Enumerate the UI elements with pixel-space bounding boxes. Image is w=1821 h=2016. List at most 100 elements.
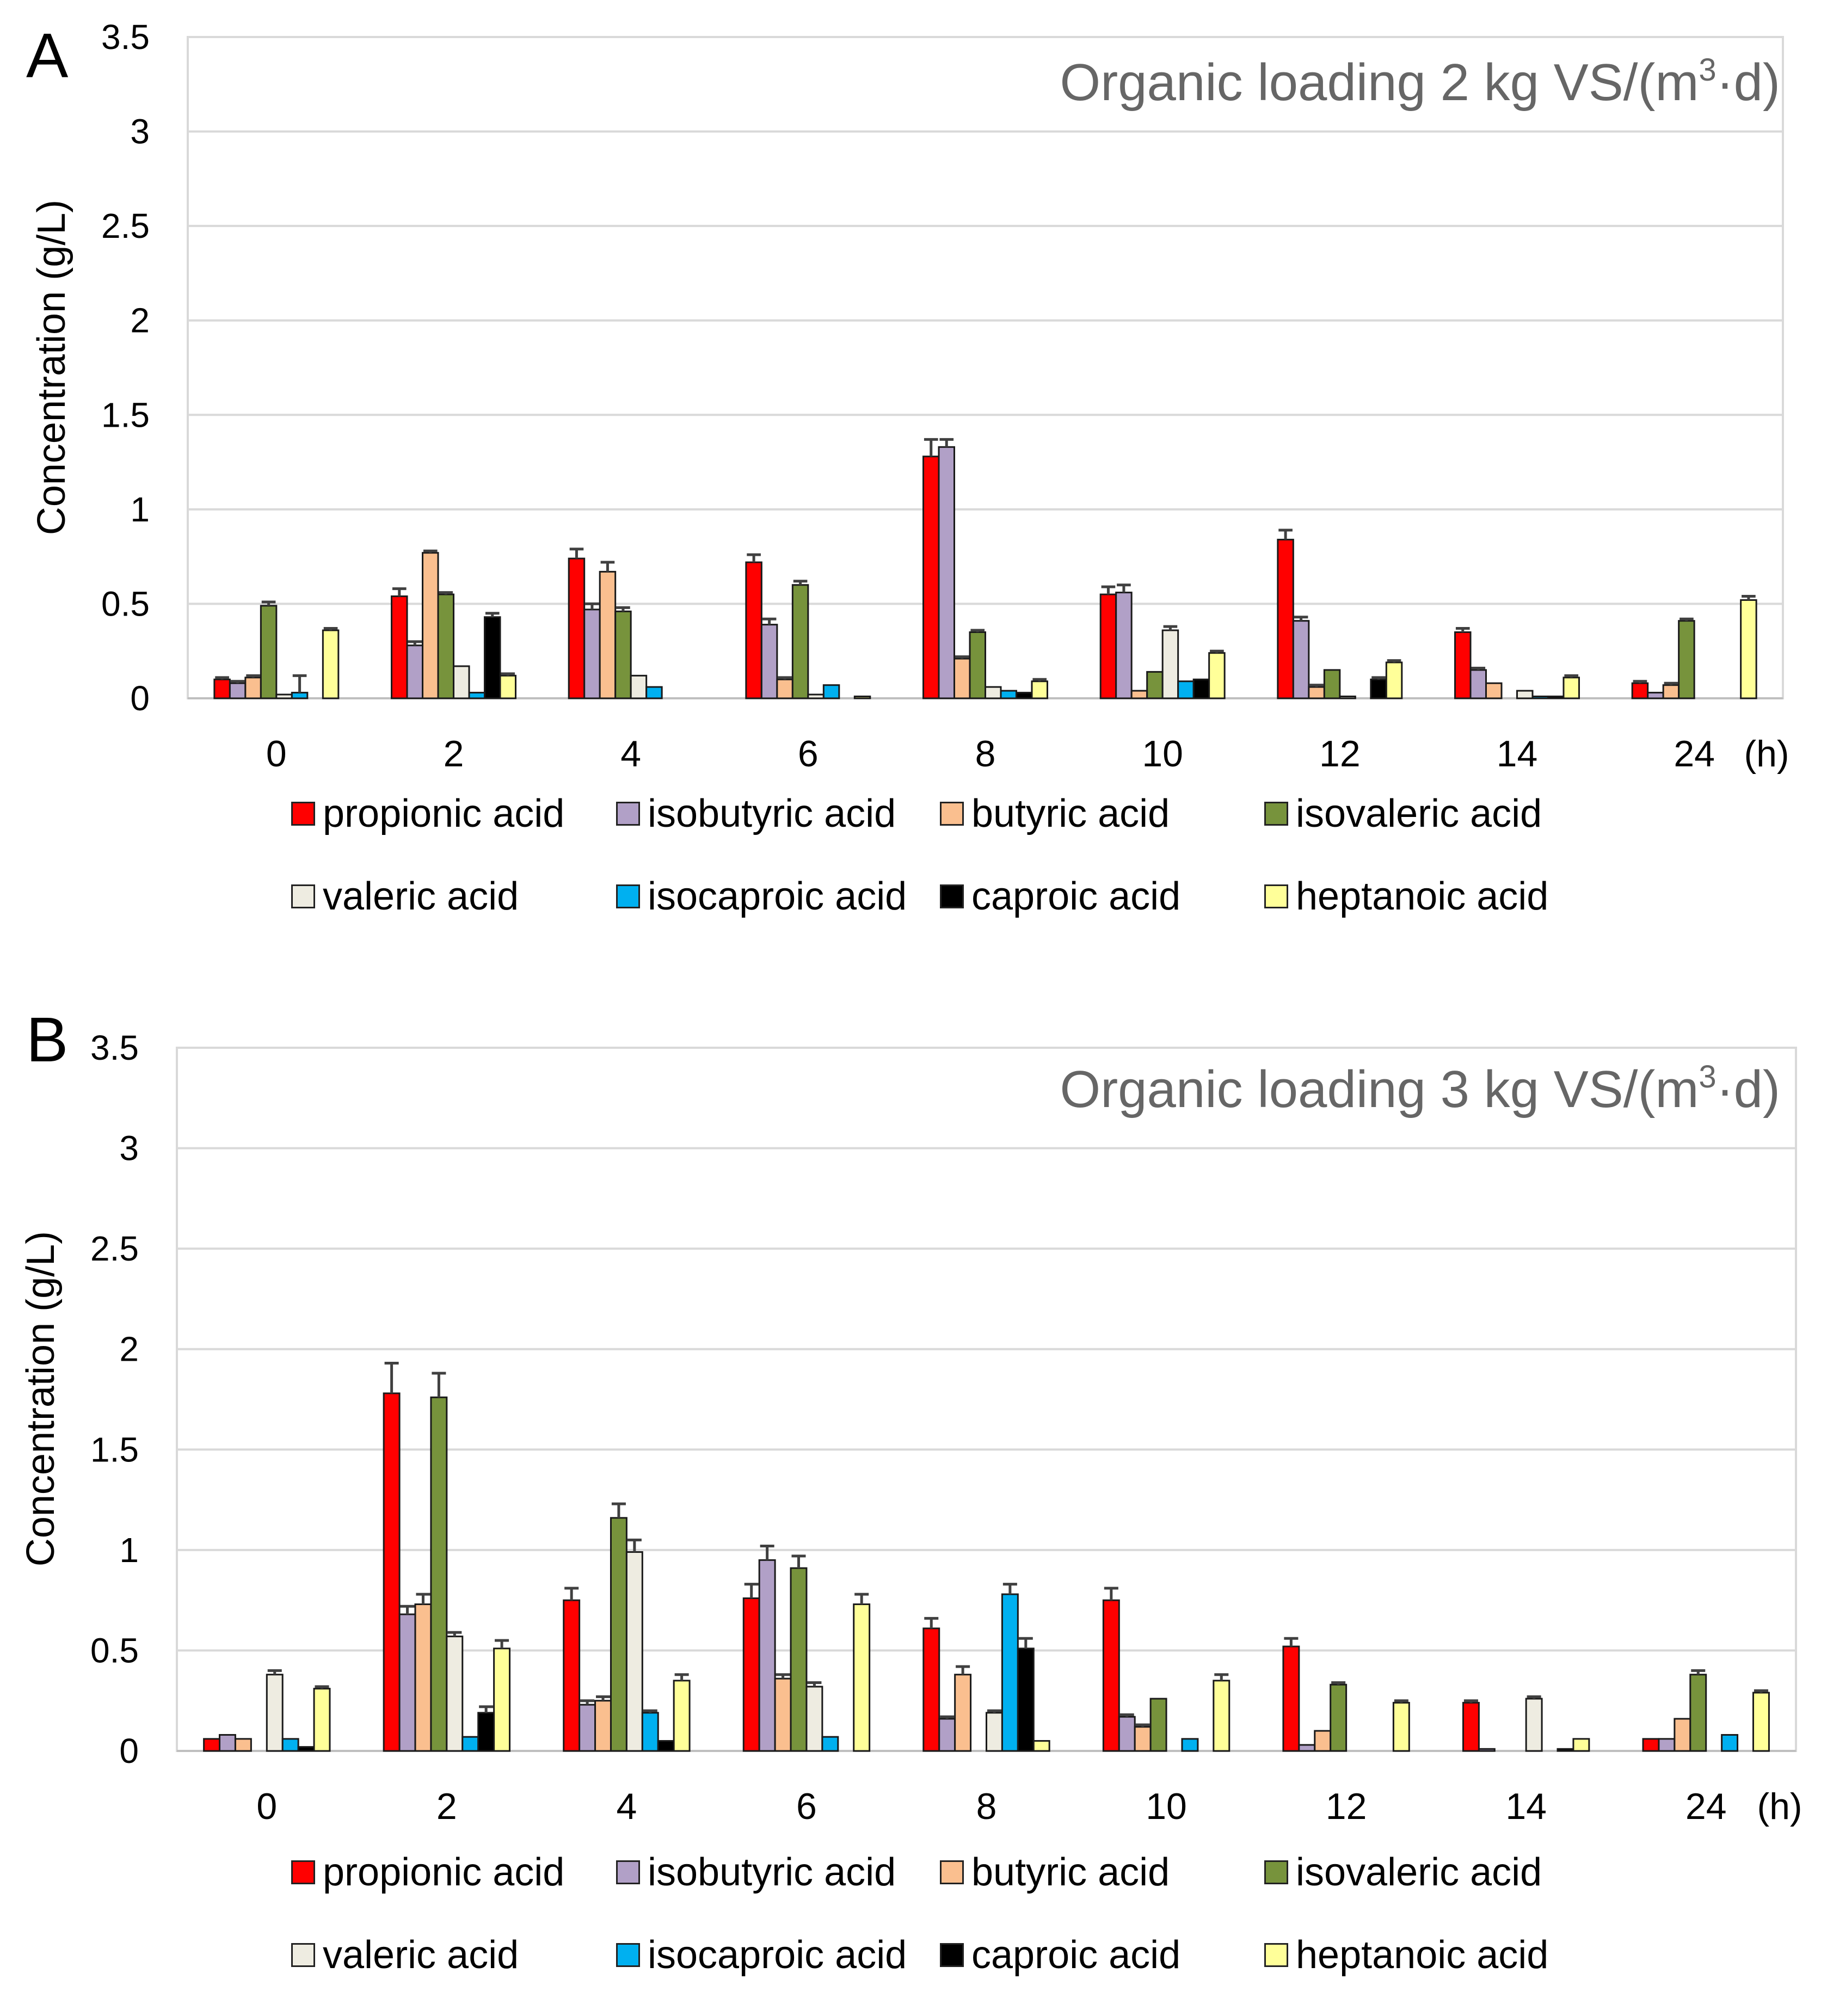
legend-swatch bbox=[616, 802, 640, 826]
bar bbox=[322, 629, 340, 699]
bar bbox=[1689, 1674, 1707, 1752]
bar bbox=[483, 616, 501, 699]
bar bbox=[422, 552, 439, 699]
legend-item-caproic: caproic acid bbox=[940, 1933, 1180, 1977]
bar bbox=[610, 1517, 627, 1752]
bar bbox=[1031, 680, 1048, 699]
bar bbox=[673, 1680, 691, 1752]
bar bbox=[922, 456, 940, 699]
bar bbox=[986, 1712, 1003, 1752]
legend-label: isobutyric acid bbox=[648, 1851, 896, 1894]
x-tick-label: 6 bbox=[796, 1786, 817, 1827]
bar bbox=[1485, 682, 1503, 699]
bar bbox=[1308, 686, 1325, 699]
bar bbox=[1547, 696, 1565, 699]
bar bbox=[1314, 1730, 1332, 1752]
bar bbox=[1115, 592, 1133, 699]
bar bbox=[1721, 1734, 1739, 1752]
bar bbox=[745, 561, 762, 699]
legend-item-isocaproic: isocaproic acid bbox=[616, 875, 907, 918]
plot-area bbox=[187, 36, 1784, 699]
legend-swatch bbox=[940, 884, 964, 908]
legend-item-heptanoic: heptanoic acid bbox=[1264, 1933, 1548, 1977]
bar bbox=[985, 686, 1002, 699]
x-tick-label: 12 bbox=[1319, 733, 1361, 775]
y-tick-label: 2 bbox=[130, 301, 150, 340]
bar bbox=[1118, 1716, 1136, 1752]
x-axis-unit-label: (h) bbox=[1744, 733, 1789, 775]
bar bbox=[244, 677, 262, 699]
bar bbox=[414, 1603, 432, 1752]
bar-chart-b: 00.511.522.533.50 2 4 6 8 10 12 14 24 (h) bbox=[90, 1028, 1802, 1827]
bar bbox=[398, 1613, 416, 1752]
y-tick-label: 2.5 bbox=[90, 1229, 139, 1268]
bar bbox=[1385, 661, 1403, 699]
bar bbox=[758, 1559, 776, 1752]
bar bbox=[1740, 599, 1757, 699]
y-tick-label: 3.5 bbox=[90, 1028, 139, 1067]
bar bbox=[297, 1746, 315, 1752]
chart-title-a: Organic loading 2 kg VS/(m3·d) bbox=[1060, 52, 1780, 112]
bar-chart-a: 00.511.522.533.50 2 4 6 8 10 12 14 24 (h) bbox=[101, 17, 1789, 775]
x-axis-unit-label: (h) bbox=[1757, 1786, 1802, 1827]
bar bbox=[760, 624, 778, 699]
bar bbox=[462, 1736, 479, 1752]
bar bbox=[625, 1551, 643, 1752]
legend-row: valeric acid isocaproic acid caproic aci… bbox=[291, 875, 1652, 957]
legend-swatch bbox=[1264, 1943, 1288, 1967]
panel-letter-a: A bbox=[26, 20, 69, 91]
y-tick-label: 0.5 bbox=[90, 1631, 139, 1670]
bar bbox=[1662, 684, 1680, 699]
legend-row: valeric acid isocaproic acid caproic aci… bbox=[291, 1933, 1652, 2016]
bar bbox=[1015, 692, 1033, 699]
y-tick-label: 0 bbox=[119, 1731, 139, 1771]
bar bbox=[234, 1738, 252, 1752]
bar bbox=[657, 1740, 675, 1752]
bar bbox=[493, 1648, 511, 1752]
bar bbox=[630, 674, 648, 699]
bar bbox=[477, 1712, 495, 1752]
legend-swatch bbox=[1264, 1860, 1288, 1884]
x-tick-label: 24 bbox=[1685, 1786, 1727, 1827]
legend-swatch bbox=[1264, 802, 1288, 826]
bar bbox=[1323, 669, 1341, 699]
y-tick-label: 3 bbox=[119, 1129, 139, 1168]
bar bbox=[499, 674, 516, 699]
bar bbox=[1298, 1744, 1316, 1752]
bar bbox=[953, 657, 971, 699]
y-tick-label: 1 bbox=[130, 490, 150, 529]
bar bbox=[430, 1396, 448, 1752]
bar bbox=[1631, 682, 1649, 699]
bar bbox=[790, 1567, 808, 1752]
bar bbox=[568, 557, 586, 699]
legend-label: butyric acid bbox=[971, 1851, 1170, 1894]
y-tick-label: 0.5 bbox=[101, 584, 150, 623]
legend-label: heptanoic acid bbox=[1296, 875, 1549, 918]
bar bbox=[1130, 690, 1148, 699]
legend-label: caproic acid bbox=[971, 875, 1181, 918]
bar bbox=[1282, 1645, 1300, 1752]
legend-item-isocaproic: isocaproic acid bbox=[616, 1933, 907, 1977]
bar bbox=[938, 446, 956, 699]
legend-item-caproic: caproic acid bbox=[940, 875, 1180, 918]
legend-label: propionic acid bbox=[323, 1851, 565, 1894]
bar bbox=[260, 605, 278, 699]
y-tick-label: 3.5 bbox=[101, 17, 150, 57]
bar bbox=[446, 1636, 464, 1752]
bar bbox=[1213, 1680, 1231, 1752]
bar bbox=[1192, 678, 1210, 699]
bar bbox=[807, 693, 825, 699]
bar bbox=[1146, 671, 1164, 699]
bar bbox=[383, 1392, 401, 1752]
bar bbox=[1469, 669, 1487, 699]
bar bbox=[213, 678, 231, 699]
bar bbox=[641, 1712, 659, 1752]
bar bbox=[1001, 1593, 1019, 1752]
panel-a: 0 0.5 1 1.5 2 2.5 3 3.5 0 2 4 6 8 10 12 14 24 (h) A Organ… bbox=[0, 0, 1821, 980]
x-tick-label: 24 bbox=[1674, 733, 1715, 775]
bar bbox=[1752, 1692, 1770, 1752]
bar bbox=[1658, 1738, 1676, 1752]
bar bbox=[1161, 629, 1179, 699]
legend-item-isovaleric: isovaleric acid bbox=[1264, 1851, 1542, 1894]
bar bbox=[1647, 692, 1664, 699]
